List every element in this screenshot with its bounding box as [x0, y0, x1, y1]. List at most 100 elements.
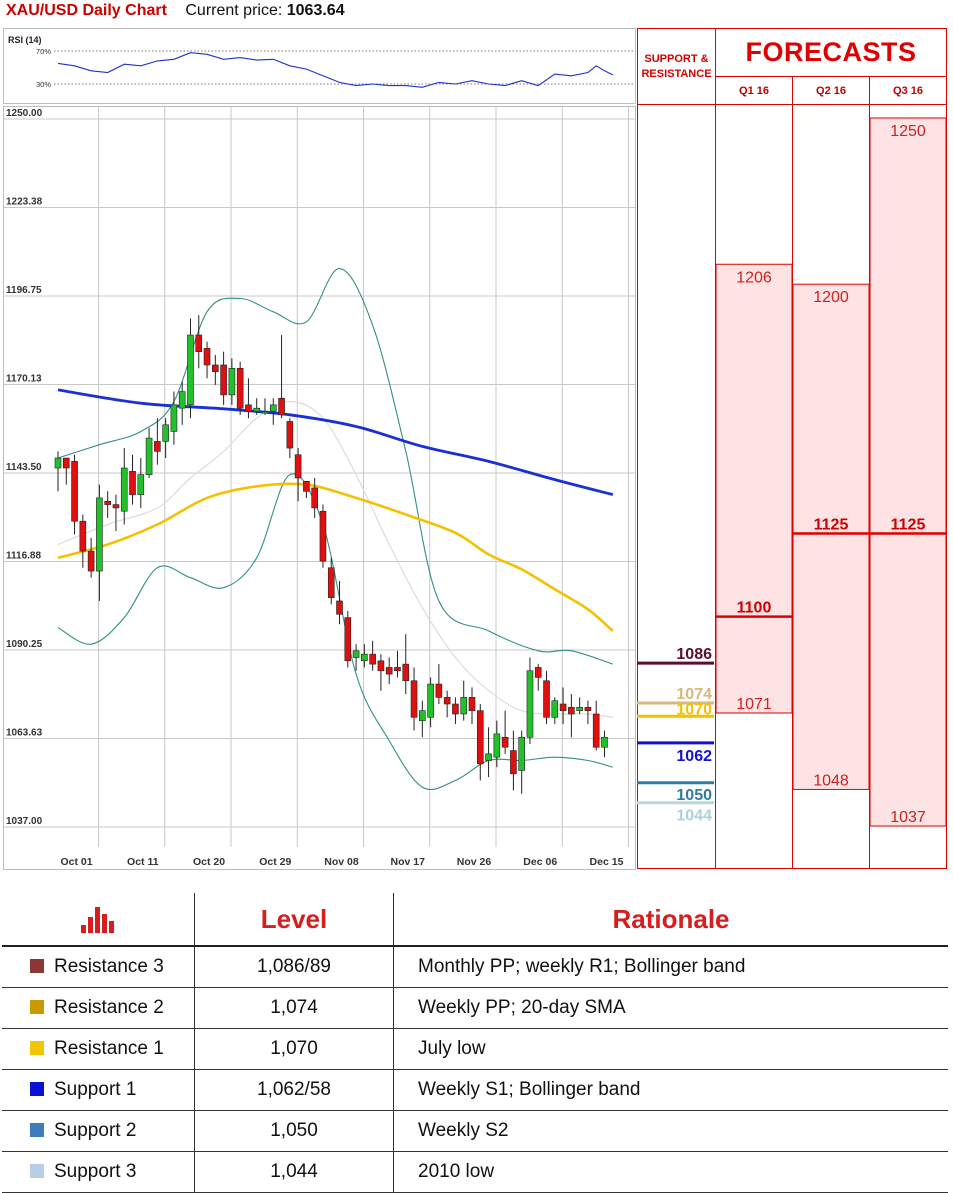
candle-body: [344, 617, 352, 662]
rsi-label: RSI (14): [8, 35, 42, 45]
candle-body: [195, 334, 203, 352]
candle-body: [576, 707, 583, 711]
candle: [435, 664, 443, 705]
level-value: 1,070: [194, 1028, 394, 1070]
candle-body: [261, 411, 269, 414]
x-tick-label: Dec 15: [590, 856, 624, 868]
levels-table: Level Rationale Resistance 3 1,086/89 Mont…: [2, 893, 948, 1193]
x-tick-label: Nov 26: [457, 856, 492, 868]
table-row: Support 1 1,062/58 Weekly S1; Bollinger ba…: [2, 1069, 948, 1111]
candle-body: [460, 697, 468, 715]
candle-body: [352, 650, 360, 658]
candle-body: [551, 700, 559, 718]
candle: [369, 640, 376, 671]
candle-body: [501, 736, 509, 748]
level-value: 1,074: [194, 987, 394, 1029]
rsi-level-label: 70%: [36, 47, 51, 56]
level-name-cell: Support 1: [2, 1069, 195, 1111]
candle-body: [377, 660, 385, 672]
current-price-value: 1063.64: [286, 2, 345, 19]
x-tick-label: Nov 17: [391, 856, 426, 868]
candle: [361, 644, 368, 668]
candle: [559, 687, 567, 724]
level-name: Resistance 1: [54, 1038, 164, 1059]
candle: [54, 451, 62, 492]
level-rationale: Weekly S1; Bollinger band: [418, 1079, 641, 1100]
candle: [170, 391, 178, 445]
sr-level-label: 1070: [676, 701, 712, 718]
candle: [427, 677, 434, 728]
candle-body: [62, 457, 70, 469]
candle: [419, 700, 426, 738]
level-color-swatch: [30, 959, 44, 973]
level-name: Resistance 2: [54, 997, 164, 1018]
candle-body: [129, 471, 136, 495]
table-row: Resistance 3 1,086/89 Monthly PP; weekly R…: [2, 946, 948, 988]
level-color-swatch: [30, 1164, 44, 1178]
level-color-swatch: [30, 1000, 44, 1014]
level-color-swatch: [30, 1123, 44, 1137]
candle-body: [568, 707, 575, 715]
y-tick-label: 1250.00: [6, 108, 43, 119]
level-name-cell: Resistance 3: [2, 946, 195, 988]
candle-body: [443, 697, 451, 705]
level-rationale: Weekly S2: [418, 1120, 509, 1141]
x-tick-label: Oct 01: [61, 856, 93, 868]
level-name: Support 2: [54, 1120, 137, 1141]
level-color-swatch: [30, 1041, 44, 1055]
candle-body: [54, 457, 62, 469]
sr-level-label: 1050: [676, 787, 712, 804]
candle-body: [402, 663, 410, 682]
candle: [96, 484, 103, 601]
candle: [87, 537, 95, 578]
candle: [104, 491, 111, 518]
candle: [145, 428, 153, 478]
level-name: Support 1: [54, 1079, 137, 1100]
candle-body: [286, 421, 294, 449]
candle: [344, 610, 352, 668]
candle: [476, 704, 484, 781]
candle: [410, 667, 418, 731]
candle-body: [228, 367, 236, 396]
forecast-average-label: 1125: [814, 516, 849, 533]
level-name-cell: Resistance 2: [2, 987, 195, 1029]
candle: [137, 458, 145, 508]
candle: [162, 418, 169, 459]
rsi-panel: RSI (14) 70% 30%: [3, 28, 636, 104]
candle: [576, 697, 583, 714]
forecast-low-label: 1071: [736, 696, 772, 713]
chart-header: XAU/USD Daily Chart Current price: 1063.…: [6, 2, 345, 24]
table-row: Resistance 2 1,074 Weekly PP; 20-day SMA: [2, 987, 948, 1029]
candle: [112, 494, 120, 532]
candle-body: [87, 550, 95, 572]
candle: [236, 361, 244, 415]
table-row: Support 2 1,050 Weekly S2: [2, 1110, 948, 1152]
candle: [592, 700, 600, 751]
level-rationale: Monthly PP; weekly R1; Bollinger band: [418, 956, 746, 977]
candle-body: [120, 467, 128, 512]
y-tick-label: 1170.13: [6, 373, 42, 384]
level-color-swatch: [30, 1082, 44, 1096]
candle-body: [178, 391, 186, 409]
forecast-high-label: 1200: [813, 289, 849, 306]
candle-body: [526, 670, 534, 738]
candle: [352, 644, 360, 671]
candle-body: [253, 407, 261, 412]
forecast-low-label: 1037: [890, 809, 926, 826]
candle: [394, 650, 401, 678]
candle-body: [601, 736, 608, 748]
candle-body: [319, 510, 327, 562]
candle-body: [518, 736, 525, 771]
candle: [203, 341, 211, 379]
rsi-chart: RSI (14) 70% 30%: [8, 35, 635, 89]
candle: [601, 730, 608, 758]
x-tick-label: Dec 06: [523, 856, 557, 868]
candle: [543, 670, 550, 724]
candle: [526, 657, 534, 744]
table-row: Resistance 1 1,070 July low: [2, 1028, 948, 1070]
candle-body: [112, 504, 120, 509]
candle-body: [559, 703, 567, 711]
forecast-panel: SUPPORT & RESISTANCE FORECASTS Q1 16 Q2 …: [637, 28, 947, 869]
candle: [452, 697, 459, 724]
candle-body: [534, 667, 542, 678]
